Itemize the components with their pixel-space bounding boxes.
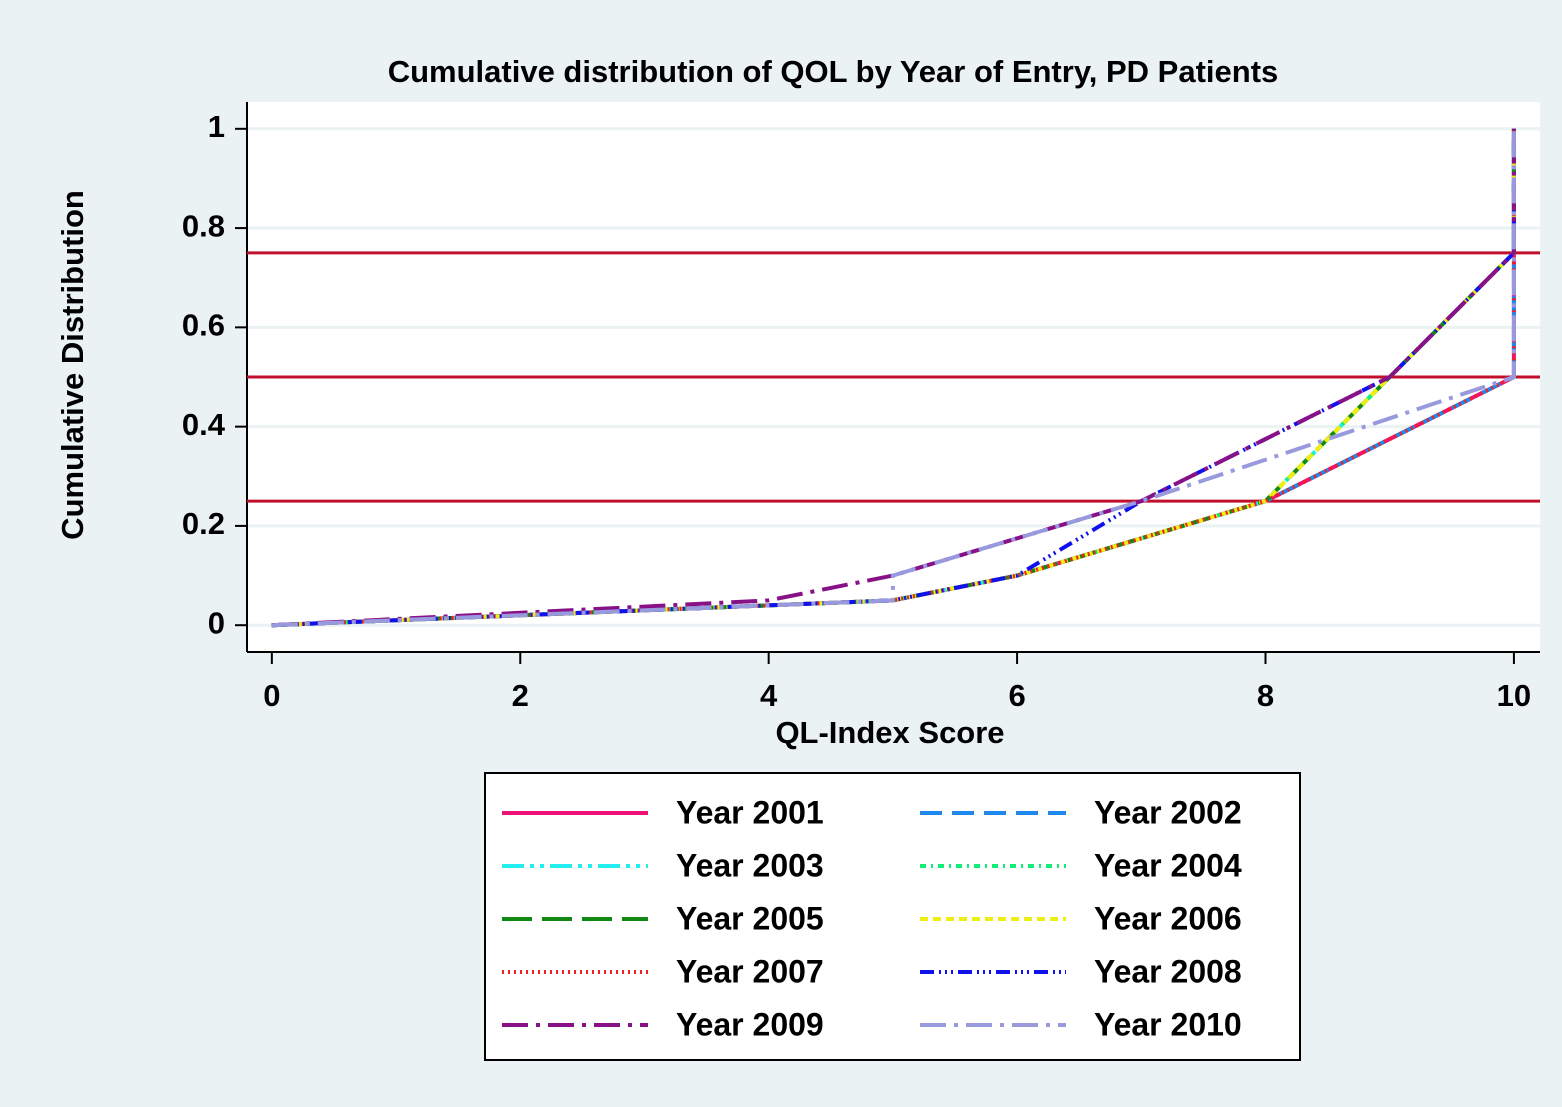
- legend-label: Year 2002: [1094, 794, 1242, 830]
- y-tick-label: 0: [208, 605, 225, 640]
- x-tick-label: 10: [1497, 678, 1531, 713]
- legend-label: Year 2001: [676, 794, 824, 830]
- chart-title: Cumulative distribution of QOL by Year o…: [388, 54, 1279, 89]
- x-tick-label: 6: [1008, 678, 1025, 713]
- legend-label: Year 2007: [676, 953, 824, 989]
- y-tick-label: 0.4: [182, 407, 226, 442]
- x-axis-title: QL-Index Score: [775, 715, 1004, 750]
- x-tick-label: 4: [760, 678, 778, 713]
- x-tick-label: 0: [263, 678, 280, 713]
- y-axis-title: Cumulative Distribution: [55, 190, 90, 540]
- legend-label: Year 2008: [1094, 953, 1242, 989]
- legend-label: Year 2005: [676, 900, 824, 936]
- legend-label: Year 2009: [676, 1006, 824, 1042]
- series-line: [271, 128, 1516, 628]
- series-line: [271, 128, 1516, 628]
- x-tick-label: 2: [512, 678, 529, 713]
- legend-label: Year 2004: [1094, 847, 1242, 883]
- legend-box: [484, 772, 1301, 1061]
- legend-label: Year 2003: [676, 847, 824, 883]
- legend-label: Year 2010: [1094, 1006, 1242, 1042]
- y-tick-label: 0.6: [182, 308, 225, 343]
- x-tick-label: 8: [1257, 678, 1274, 713]
- y-tick-label: 0.2: [182, 506, 225, 541]
- y-tick-label: 1: [208, 109, 225, 144]
- legend-label: Year 2006: [1094, 900, 1242, 936]
- y-tick-label: 0.8: [182, 208, 225, 243]
